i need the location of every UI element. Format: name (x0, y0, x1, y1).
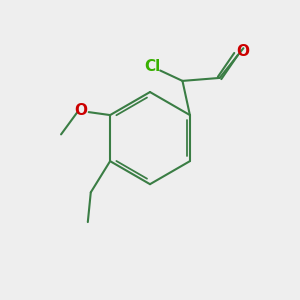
Text: O: O (74, 103, 88, 118)
Text: O: O (236, 44, 249, 59)
Text: Cl: Cl (145, 58, 161, 74)
